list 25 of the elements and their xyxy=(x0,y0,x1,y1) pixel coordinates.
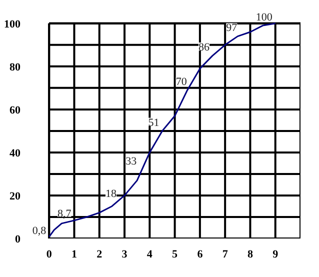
x-tick-label: 7 xyxy=(222,248,228,260)
y-tick-label: 0 xyxy=(15,234,21,246)
annotation: 51 xyxy=(148,116,160,129)
x-tick-label: 0 xyxy=(46,248,52,260)
y-tick-label: 100 xyxy=(4,18,21,30)
x-tick-label: 4 xyxy=(146,248,153,260)
x-tick-label: 5 xyxy=(172,248,178,260)
annotation: 0,8 xyxy=(32,224,47,237)
x-tick-label: 1 xyxy=(71,248,77,260)
y-tick-label: 60 xyxy=(10,104,21,116)
x-tick-label: 6 xyxy=(197,248,204,260)
x-tick-label: 2 xyxy=(96,248,103,260)
y-tick-label: 40 xyxy=(10,147,21,160)
annotation: 86 xyxy=(198,42,210,54)
x-tick-label: 3 xyxy=(122,248,128,260)
annotation: 33 xyxy=(126,156,138,168)
annotation: 18 xyxy=(105,188,117,200)
annotation: 70 xyxy=(176,76,188,88)
annotation: 8,7 xyxy=(57,208,72,220)
annotation: 100 xyxy=(256,11,273,24)
x-tick-label: 9 xyxy=(272,248,279,260)
x-tick-label: 8 xyxy=(247,248,254,260)
annotation: 97 xyxy=(226,22,238,34)
y-tick-label: 80 xyxy=(10,61,21,74)
y-tick-label: 20 xyxy=(10,190,21,202)
